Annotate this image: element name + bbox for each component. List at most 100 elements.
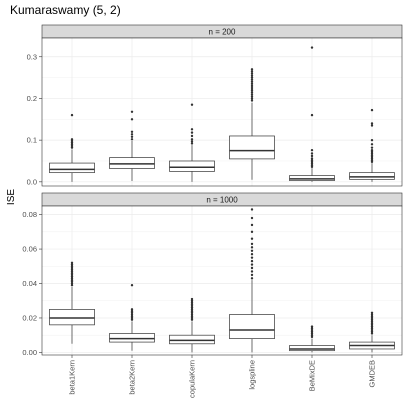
outlier-point	[190, 134, 194, 138]
outlier-point	[250, 249, 254, 252]
outlier-point	[250, 277, 254, 280]
outlier-point	[130, 308, 134, 311]
outlier-point	[250, 74, 254, 77]
outlier-point	[370, 152, 374, 155]
boxplot-logspline	[229, 208, 275, 353]
outlier-point	[250, 253, 254, 256]
outlier-point	[190, 318, 194, 321]
y-tick-label: 0.2	[27, 94, 37, 103]
outlier-point	[130, 130, 134, 134]
outlier-point	[70, 139, 74, 143]
boxplot-logspline	[229, 68, 275, 180]
outlier-point	[70, 266, 74, 270]
y-tick-label: 0.00	[22, 348, 37, 357]
outlier-point	[250, 86, 254, 90]
outlier-point	[130, 118, 134, 121]
outlier-point	[370, 318, 374, 321]
outlier-point	[250, 270, 254, 273]
outlier-point	[250, 230, 254, 234]
outlier-point	[130, 316, 134, 320]
outlier-point	[310, 165, 314, 169]
outlier-point	[190, 309, 194, 313]
outlier-point	[70, 277, 74, 280]
outlier-point	[70, 144, 74, 148]
boxplot-copulaKern	[169, 297, 215, 353]
outlier-point	[250, 90, 254, 94]
outlier-point	[190, 138, 194, 141]
boxplot-GMDEB	[349, 108, 395, 182]
outlier-point	[310, 335, 314, 339]
outlier-point	[70, 273, 74, 277]
boxplot-beta1Kern	[49, 261, 95, 344]
outlier-point	[130, 318, 134, 321]
outlier-point	[370, 330, 374, 333]
box-iqr	[109, 333, 155, 343]
outlier-point	[190, 315, 194, 318]
x-tick-label: BeMixDE	[308, 360, 317, 391]
outlier-point	[370, 153, 374, 157]
outlier-point	[250, 93, 254, 96]
outlier-point	[310, 162, 314, 165]
panel-background	[42, 38, 402, 186]
x-tick-label: copulaKern	[188, 360, 197, 398]
outlier-point	[250, 259, 254, 263]
outlier-point	[70, 271, 74, 275]
outlier-point	[130, 309, 134, 313]
boxplot-beta2Kern	[109, 110, 155, 181]
outlier-point	[250, 246, 254, 249]
boxplot-beta2Kern	[109, 284, 155, 351]
outlier-point	[370, 325, 374, 328]
facet-panel: n = 200 0.0 0.1 0.2 0.3	[27, 24, 403, 187]
boxplot-copulaKern	[169, 103, 215, 182]
facet-panels: n = 200 0.0 0.1 0.2 0.3 n = 1000 0.00 0.02 0.04 0…	[22, 24, 403, 398]
y-tick-label: 0.0	[27, 177, 37, 186]
outlier-point	[370, 321, 374, 325]
outlier-point	[70, 141, 74, 144]
outlier-point	[310, 148, 314, 152]
y-tick-label: 0.06	[22, 245, 37, 254]
outlier-point	[130, 110, 134, 113]
box-iqr	[169, 160, 215, 172]
outlier-point	[250, 256, 254, 259]
y-tick-label: 0.02	[22, 314, 37, 323]
outlier-point	[70, 284, 74, 287]
outlier-point	[190, 301, 194, 304]
outlier-point	[190, 103, 194, 106]
outlier-point	[190, 302, 194, 306]
outlier-point	[250, 237, 254, 240]
outlier-point	[70, 146, 74, 149]
outlier-point	[250, 78, 254, 81]
outlier-point	[370, 150, 374, 154]
outlier-point	[190, 297, 194, 301]
outlier-point	[310, 327, 314, 330]
outlier-point	[370, 148, 374, 152]
panel-border	[41, 205, 403, 356]
outlier-point	[370, 328, 374, 332]
outlier-point	[370, 160, 374, 164]
outlier-point	[310, 154, 314, 158]
y-axis-title: ISE	[6, 189, 17, 205]
outlier-point	[310, 328, 314, 332]
x-tick-label: logspline	[248, 360, 257, 390]
outlier-point	[130, 311, 134, 314]
box-iqr	[49, 309, 95, 326]
outlier-point	[190, 140, 194, 143]
outlier-point	[370, 124, 374, 127]
outlier-point	[250, 273, 254, 277]
outlier-point	[370, 146, 374, 149]
outlier-point	[310, 158, 314, 162]
outlier-point	[250, 223, 254, 227]
outlier-point	[250, 97, 254, 100]
panel-background	[42, 206, 402, 355]
outlier-point	[130, 313, 134, 316]
x-tick-label: GMDEB	[368, 360, 377, 388]
x-tick-label: beta2Kern	[128, 360, 137, 395]
outlier-point	[70, 265, 74, 268]
box-iqr	[229, 135, 275, 160]
panel-border	[41, 37, 403, 187]
outlier-point	[250, 99, 254, 102]
outlier-point	[190, 313, 194, 316]
box-iqr	[49, 162, 95, 174]
outlier-point	[370, 327, 374, 330]
outlier-point	[250, 216, 254, 220]
